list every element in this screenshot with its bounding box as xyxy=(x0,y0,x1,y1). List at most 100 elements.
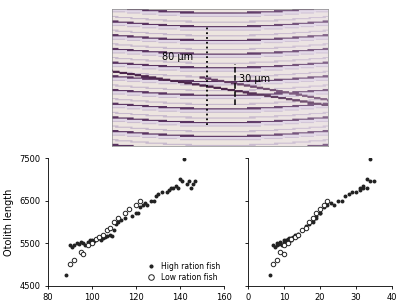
Point xyxy=(76,242,82,247)
Point xyxy=(170,185,177,190)
Point xyxy=(133,202,139,207)
Point xyxy=(177,177,183,182)
Point xyxy=(150,198,157,203)
Point xyxy=(295,232,302,237)
Point xyxy=(294,233,300,238)
Point xyxy=(299,228,305,233)
Point xyxy=(292,232,298,237)
Point xyxy=(338,198,345,203)
Point xyxy=(364,177,370,182)
Point xyxy=(317,207,323,212)
Point xyxy=(80,251,86,256)
Point xyxy=(62,273,69,278)
Point xyxy=(67,243,73,248)
Point xyxy=(284,237,291,241)
Point xyxy=(299,227,305,232)
Point xyxy=(346,192,352,197)
Point xyxy=(270,262,276,267)
Point xyxy=(166,188,172,192)
Point xyxy=(111,219,117,224)
Point xyxy=(82,243,89,248)
Point xyxy=(288,237,294,242)
Point xyxy=(324,198,330,203)
Point xyxy=(181,157,188,161)
Point xyxy=(295,231,302,236)
Point xyxy=(266,273,273,278)
Point xyxy=(270,243,276,248)
Point xyxy=(281,237,287,242)
Point xyxy=(310,219,316,224)
Point xyxy=(67,262,73,267)
Point xyxy=(299,228,305,233)
Point xyxy=(288,237,294,241)
Y-axis label: Otolith length: Otolith length xyxy=(4,188,14,256)
Point xyxy=(320,202,327,207)
Point xyxy=(159,190,166,195)
Point xyxy=(288,236,294,240)
Point xyxy=(360,185,366,190)
Point xyxy=(306,219,312,224)
Point xyxy=(313,215,320,220)
Point xyxy=(371,179,377,184)
Point xyxy=(277,241,284,246)
Point xyxy=(295,232,302,237)
Point xyxy=(349,190,356,195)
Point xyxy=(328,200,334,205)
Point xyxy=(302,224,309,229)
Point xyxy=(106,226,113,231)
Point xyxy=(331,202,338,207)
Point xyxy=(78,240,84,245)
Point xyxy=(71,258,78,263)
Point xyxy=(281,243,287,248)
Point xyxy=(140,202,146,207)
Point xyxy=(89,241,95,246)
Point xyxy=(179,179,186,184)
Point xyxy=(102,234,108,239)
Point xyxy=(292,234,298,239)
Point xyxy=(128,213,135,218)
Point xyxy=(137,198,144,203)
Point xyxy=(87,237,93,242)
Point xyxy=(115,219,122,224)
Point xyxy=(74,241,80,246)
Point xyxy=(111,228,117,233)
Point xyxy=(292,233,298,238)
Point xyxy=(356,185,363,190)
Point xyxy=(155,192,161,197)
Point xyxy=(91,239,98,244)
Point xyxy=(104,233,111,238)
Point xyxy=(93,237,100,241)
Point xyxy=(364,185,370,190)
Point xyxy=(281,251,287,256)
Point xyxy=(360,183,366,188)
Point xyxy=(69,245,76,250)
Point xyxy=(71,243,78,248)
Point xyxy=(172,183,179,188)
Point xyxy=(310,215,316,220)
Point xyxy=(122,211,128,216)
Point xyxy=(313,213,320,218)
Point xyxy=(164,190,170,195)
Point xyxy=(184,181,190,186)
Point xyxy=(113,222,120,226)
Point xyxy=(317,211,323,216)
Point xyxy=(284,239,291,244)
Point xyxy=(126,207,133,212)
Point xyxy=(279,243,286,248)
Point xyxy=(96,234,102,239)
Point xyxy=(137,205,144,209)
Point xyxy=(281,240,287,245)
Point xyxy=(353,190,359,195)
Point xyxy=(144,202,150,207)
Point xyxy=(89,237,95,242)
Point xyxy=(282,237,289,242)
Point xyxy=(367,179,374,184)
Point xyxy=(276,242,282,247)
Point xyxy=(153,194,159,199)
Point xyxy=(148,198,155,203)
Point xyxy=(135,211,142,216)
Point xyxy=(84,240,91,245)
Point xyxy=(335,198,341,203)
Point xyxy=(118,217,124,222)
Point xyxy=(274,258,280,263)
